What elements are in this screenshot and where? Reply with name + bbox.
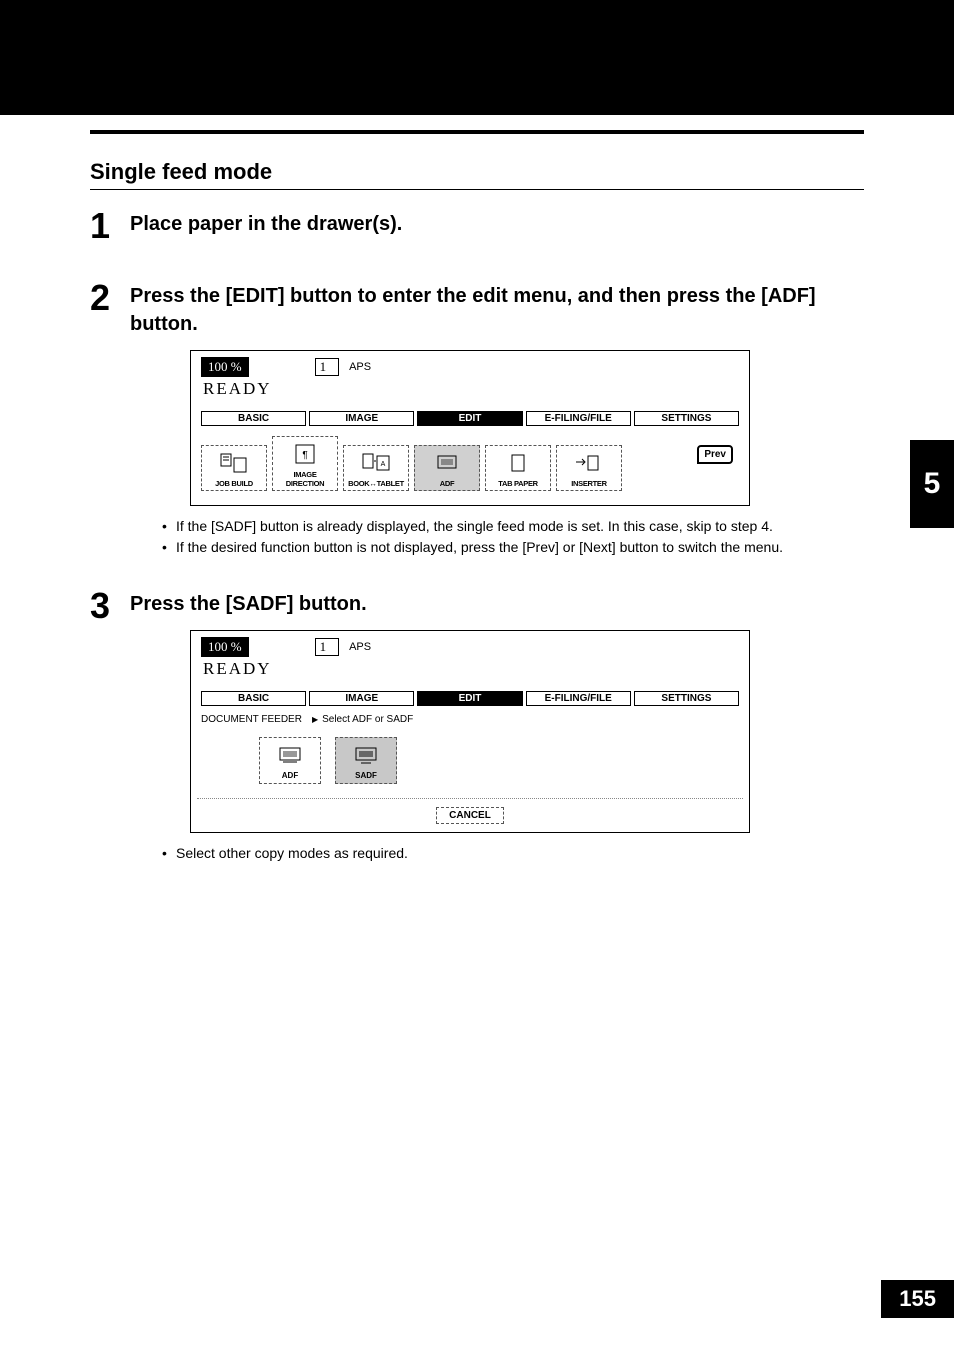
tabs-row: BASIC IMAGE EDIT E-FILING/FILE SETTINGS — [191, 405, 749, 432]
status-bar: 100 % 1 APS — [191, 351, 749, 379]
tab-settings[interactable]: SETTINGS — [634, 411, 739, 426]
step-2: 2 Press the [EDIT] button to enter the e… — [90, 280, 864, 558]
aps-label: APS — [349, 641, 371, 653]
zoom-value: 100 % — [201, 637, 249, 657]
sadf-option-icon — [338, 741, 394, 769]
step-1: 1 Place paper in the drawer(s). — [90, 208, 864, 250]
inserter-label: INSERTER — [559, 479, 619, 488]
sadf-option-button[interactable]: SADF — [335, 737, 397, 784]
tab-paper-label: TAB PAPER — [488, 479, 548, 488]
step-3: 3 Press the [SADF] button. 100 % 1 APS R… — [90, 588, 864, 864]
tab-image[interactable]: IMAGE — [309, 411, 414, 426]
tab-efiling[interactable]: E-FILING/FILE — [526, 691, 631, 706]
step-number: 3 — [90, 588, 130, 864]
job-build-icon — [204, 449, 264, 477]
book-tablet-icon: A — [346, 449, 406, 477]
job-build-button[interactable]: JOB BUILD — [201, 445, 267, 491]
step-instruction: Press the [EDIT] button to enter the edi… — [130, 282, 864, 338]
screen-frame: 100 % 1 APS READY BASIC IMAGE EDIT E-FIL… — [190, 350, 750, 506]
zoom-number: 100 — [208, 359, 228, 375]
tab-settings[interactable]: SETTINGS — [634, 691, 739, 706]
page-header-black — [0, 0, 954, 115]
tab-paper-icon — [488, 449, 548, 477]
prev-button[interactable]: Prev — [697, 445, 733, 464]
step-body: Press the [EDIT] button to enter the edi… — [130, 280, 864, 558]
image-direction-icon: ¶ — [275, 440, 335, 468]
tab-efiling[interactable]: E-FILING/FILE — [526, 411, 631, 426]
page-content: Single feed mode 1 Place paper in the dr… — [0, 115, 954, 864]
chapter-side-tab: 5 — [910, 440, 954, 528]
sub-instruction: Select ADF or SADF — [312, 714, 413, 725]
image-direction-button[interactable]: ¶ IMAGE DIRECTION — [272, 436, 338, 491]
page-number: 155 — [881, 1280, 954, 1318]
step-number: 2 — [90, 280, 130, 558]
tab-edit[interactable]: EDIT — [417, 411, 522, 426]
note-item: If the [SADF] button is already displaye… — [160, 516, 864, 537]
device-screenshot-1: 100 % 1 APS READY BASIC IMAGE EDIT E-FIL… — [190, 350, 864, 506]
adf-option-button[interactable]: ADF — [259, 737, 321, 784]
note-item: Select other copy modes as required. — [160, 843, 864, 864]
step-number: 1 — [90, 208, 130, 250]
zoom-unit: % — [231, 359, 242, 375]
zoom-number: 100 — [208, 639, 228, 655]
device-screenshot-2: 100 % 1 APS READY BASIC IMAGE EDIT E-FIL… — [190, 630, 864, 833]
adf-options-row: ADF SADF — [191, 731, 749, 798]
note-item: If the desired function button is not di… — [160, 537, 864, 558]
tab-basic[interactable]: BASIC — [201, 691, 306, 706]
cancel-button[interactable]: CANCEL — [436, 807, 504, 824]
tabs-row: BASIC IMAGE EDIT E-FILING/FILE SETTINGS — [191, 685, 749, 712]
step-instruction: Press the [SADF] button. — [130, 590, 864, 618]
step-body: Press the [SADF] button. 100 % 1 APS REA… — [130, 588, 864, 864]
subheader: DOCUMENT FEEDER Select ADF or SADF — [191, 712, 749, 731]
svg-text:¶: ¶ — [302, 450, 307, 461]
svg-text:A: A — [381, 461, 386, 468]
tab-basic[interactable]: BASIC — [201, 411, 306, 426]
step-instruction: Place paper in the drawer(s). — [130, 210, 864, 238]
book-tablet-button[interactable]: A BOOK↔TABLET — [343, 445, 409, 491]
cancel-row: CANCEL — [191, 799, 749, 832]
book-tablet-label: BOOK↔TABLET — [346, 479, 406, 488]
ready-status: READY — [191, 379, 749, 405]
adf-label: ADF — [417, 479, 477, 488]
ready-status: READY — [191, 659, 749, 685]
document-feeder-label: DOCUMENT FEEDER — [201, 714, 302, 725]
adf-icon — [417, 449, 477, 477]
edit-buttons-row: JOB BUILD ¶ IMAGE DIRECTION A — [191, 432, 749, 505]
copies-value: 1 — [315, 358, 340, 376]
job-build-label: JOB BUILD — [204, 479, 264, 488]
sadf-option-label: SADF — [338, 771, 394, 780]
image-direction-label: IMAGE DIRECTION — [275, 470, 335, 488]
horizontal-rule — [90, 130, 864, 134]
tab-paper-button[interactable]: TAB PAPER — [485, 445, 551, 491]
zoom-unit: % — [231, 639, 242, 655]
inserter-icon — [559, 449, 619, 477]
step-3-notes: Select other copy modes as required. — [160, 843, 864, 864]
inserter-button[interactable]: INSERTER — [556, 445, 622, 491]
adf-button[interactable]: ADF — [414, 445, 480, 491]
copies-value: 1 — [315, 638, 340, 656]
zoom-value: 100 % — [201, 357, 249, 377]
screen-frame: 100 % 1 APS READY BASIC IMAGE EDIT E-FIL… — [190, 630, 750, 833]
status-bar: 100 % 1 APS — [191, 631, 749, 659]
tab-image[interactable]: IMAGE — [309, 691, 414, 706]
adf-option-label: ADF — [262, 771, 318, 780]
section-title: Single feed mode — [90, 159, 864, 190]
step-2-notes: If the [SADF] button is already displaye… — [160, 516, 864, 558]
step-body: Place paper in the drawer(s). — [130, 208, 864, 250]
adf-option-icon — [262, 741, 318, 769]
tab-edit[interactable]: EDIT — [417, 691, 522, 706]
aps-label: APS — [349, 361, 371, 373]
